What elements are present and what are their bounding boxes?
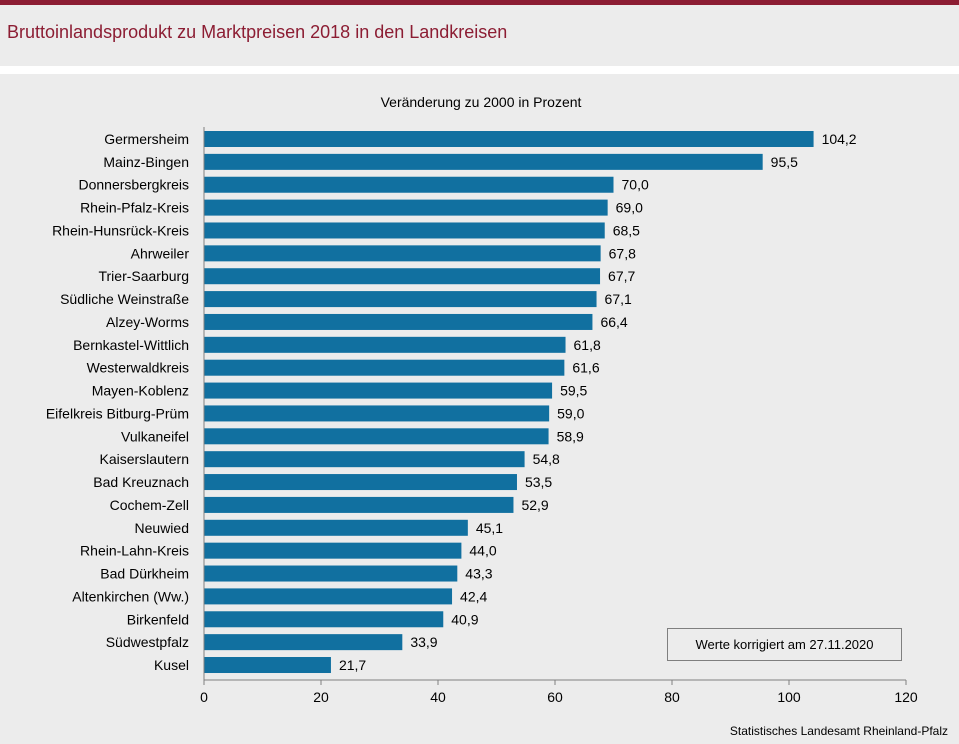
chart-title: Veränderung zu 2000 in Prozent: [381, 94, 582, 110]
data-label: 61,6: [572, 360, 599, 376]
bar-chart: Veränderung zu 2000 in Prozent Germershei…: [46, 94, 918, 705]
bar: [204, 451, 525, 468]
bar: [204, 291, 597, 308]
bar: [204, 359, 565, 376]
bar: [204, 336, 566, 353]
x-tick-label: 40: [430, 689, 446, 705]
data-label: 33,9: [410, 634, 437, 650]
data-label: 67,1: [605, 291, 632, 307]
bar: [204, 634, 403, 651]
category-label: Ahrweiler: [131, 245, 190, 261]
category-label: Neuwied: [135, 520, 189, 536]
category-label: Altenkirchen (Ww.): [72, 588, 189, 604]
x-tick-label: 120: [894, 689, 918, 705]
category-label: Rhein-Lahn-Kreis: [80, 543, 189, 559]
data-label: 44,0: [469, 543, 496, 559]
category-label: Rhein-Hunsrück-Kreis: [52, 222, 189, 238]
x-tick-label: 100: [777, 689, 801, 705]
bar: [204, 565, 458, 582]
category-label: Kaiserslautern: [100, 451, 190, 467]
page-title: Bruttoinlandsprodukt zu Marktpreisen 201…: [7, 22, 508, 42]
bar: [204, 199, 608, 216]
category-label: Vulkaneifel: [121, 428, 189, 444]
category-label: Kusel: [154, 657, 189, 673]
x-tick-label: 20: [313, 689, 329, 705]
x-tick-label: 0: [200, 689, 208, 705]
data-label: 68,5: [613, 222, 640, 238]
data-label: 59,0: [557, 405, 584, 421]
category-label: Alzey-Worms: [106, 314, 189, 330]
category-label: Eifelkreis Bitburg-Prüm: [46, 405, 189, 421]
bar: [204, 588, 453, 605]
category-label: Birkenfeld: [127, 611, 189, 627]
category-label: Südwestpfalz: [106, 634, 189, 650]
bar: [204, 153, 763, 170]
bar: [204, 496, 514, 513]
data-label: 70,0: [622, 177, 649, 193]
bar: [204, 405, 550, 422]
category-label: Bernkastel-Wittlich: [73, 337, 189, 353]
bar: [204, 382, 553, 399]
category-label: Bad Dürkheim: [100, 566, 189, 582]
top-accent-bar: [0, 0, 959, 5]
data-label: 54,8: [533, 451, 560, 467]
category-label: Mainz-Bingen: [103, 154, 189, 170]
source-credit: Statistisches Landesamt Rheinland-Pfalz: [729, 724, 948, 738]
data-label: 43,3: [465, 566, 492, 582]
data-label: 40,9: [451, 611, 478, 627]
correction-note: Werte korrigiert am 27.11.2020: [667, 628, 902, 661]
data-label: 67,7: [608, 268, 635, 284]
bar: [204, 428, 549, 445]
category-label: Donnersbergkreis: [79, 177, 190, 193]
data-label: 67,8: [609, 245, 636, 261]
category-label: Mayen-Koblenz: [92, 383, 189, 399]
data-label: 104,2: [822, 131, 857, 147]
category-label: Westerwaldkreis: [87, 360, 189, 376]
category-label: Rhein-Pfalz-Kreis: [80, 200, 189, 216]
bar: [204, 611, 444, 628]
x-tick-label: 60: [547, 689, 563, 705]
bar: [204, 131, 814, 147]
data-label: 59,5: [560, 383, 587, 399]
bar: [204, 176, 614, 193]
x-tick-label: 80: [664, 689, 680, 705]
bar: [204, 474, 517, 491]
divider-band: [0, 66, 959, 74]
data-label: 21,7: [339, 657, 366, 673]
bar: [204, 268, 601, 285]
bar: [204, 222, 605, 239]
category-label: Trier-Saarburg: [98, 268, 189, 284]
data-label: 45,1: [476, 520, 503, 536]
category-label: Südliche Weinstraße: [60, 291, 189, 307]
category-label: Bad Kreuznach: [93, 474, 189, 490]
bar: [204, 313, 593, 330]
data-label: 53,5: [525, 474, 552, 490]
bar: [204, 657, 331, 674]
bar: [204, 542, 462, 559]
data-label: 42,4: [460, 588, 487, 604]
bar: [204, 519, 468, 536]
data-label: 69,0: [616, 200, 643, 216]
data-label: 95,5: [771, 154, 798, 170]
bar: [204, 245, 601, 262]
data-label: 58,9: [557, 428, 584, 444]
category-label: Germersheim: [104, 131, 189, 147]
data-label: 52,9: [521, 497, 548, 513]
data-label: 66,4: [600, 314, 627, 330]
category-label: Cochem-Zell: [110, 497, 189, 513]
data-label: 61,8: [574, 337, 601, 353]
